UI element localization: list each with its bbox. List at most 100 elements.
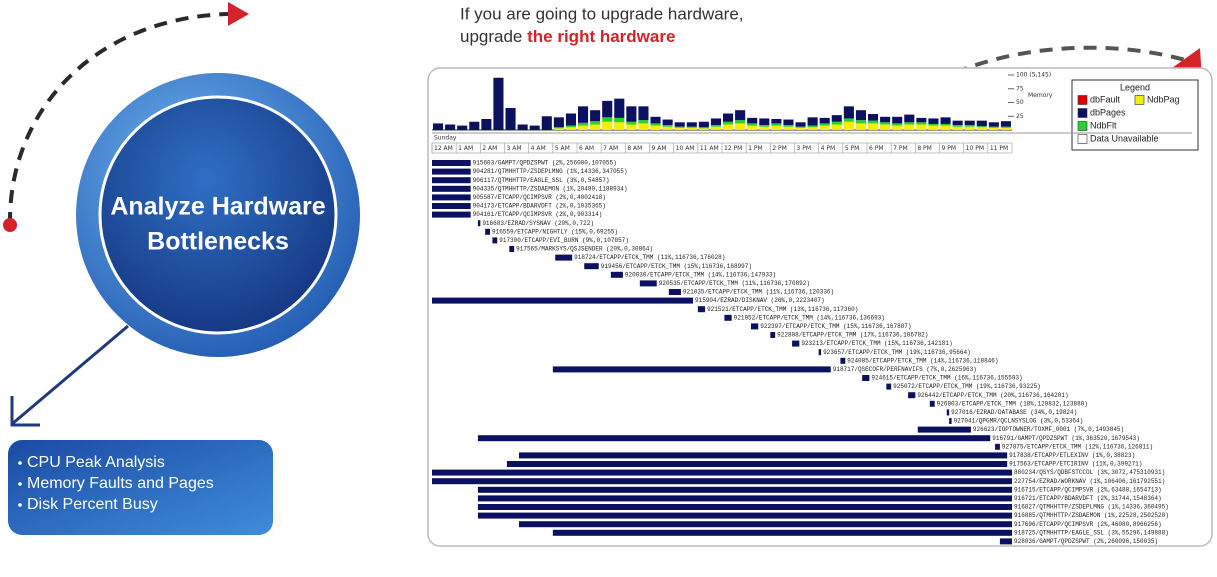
memory-bar bbox=[952, 126, 963, 130]
hour-label: 3 PM bbox=[797, 145, 812, 152]
headline-emphasis: the right hardware bbox=[527, 27, 675, 46]
job-bar bbox=[506, 461, 1008, 467]
memory-bar bbox=[964, 120, 975, 126]
job-label: 921521/ETCAPP/ETCK_TMM (13%,116736,11736… bbox=[707, 306, 858, 313]
job-bar bbox=[792, 340, 800, 347]
job-label: 922808/ETCAPP/ETCK_TMM (17%,116736,10678… bbox=[777, 332, 928, 339]
hour-label: 11 AM bbox=[700, 145, 719, 152]
memory-bar bbox=[880, 122, 891, 125]
job-bar bbox=[668, 289, 681, 295]
memory-bar bbox=[590, 124, 601, 130]
job-bar bbox=[552, 529, 1012, 536]
legend-label: Data Unavailable bbox=[1090, 133, 1159, 143]
job-bar bbox=[432, 211, 471, 218]
headline-text: upgrade bbox=[460, 27, 527, 46]
job-label: 905587/ETCAPP/QCIMPSVR (2%,0,4002418) bbox=[473, 194, 606, 201]
memory-bar bbox=[626, 121, 637, 125]
circle-title: Bottlenecks bbox=[147, 228, 289, 256]
arrow-head bbox=[228, 2, 249, 26]
memory-bar bbox=[674, 127, 685, 130]
job-label: 921035/ETCAPP/ETCK_TMM (11%,116736,12033… bbox=[683, 289, 834, 296]
memory-bar bbox=[553, 127, 564, 129]
legend-box bbox=[1071, 79, 1199, 151]
arrow-line bbox=[11, 324, 129, 426]
memory-bar bbox=[553, 128, 564, 130]
hour-label: 3 AM bbox=[507, 145, 522, 152]
job-bar bbox=[917, 426, 971, 433]
job-bar bbox=[770, 332, 776, 338]
legend-label: NdbPag bbox=[1147, 94, 1180, 104]
job-bar bbox=[477, 495, 1013, 502]
job-label: 916559/ETCAPP/NIGHTLY (15%,0,69255) bbox=[492, 228, 618, 235]
hour-label: 1 PM bbox=[748, 145, 763, 152]
job-label: 227754/EZRAD/WORKNAV (1%,106406,16179255… bbox=[1014, 478, 1165, 485]
job-label: 917565/MARKSYS/QSJSENDER (20%,0,30864) bbox=[516, 246, 653, 253]
memory-bar bbox=[904, 114, 915, 123]
job-label: 923213/ETCAPP/ETCK_TMM (15%,116736,14218… bbox=[801, 340, 952, 347]
circle-title: Analyze Hardware bbox=[110, 193, 325, 221]
job-bar bbox=[492, 237, 498, 244]
memory-bar bbox=[723, 113, 734, 122]
dashed-arc bbox=[868, 45, 1193, 142]
hour-label: 4 PM bbox=[821, 145, 836, 152]
memory-bar bbox=[831, 121, 842, 125]
job-label: 917696/ETCAPP/QCIMPSVR (2%,46080,8966256… bbox=[1014, 521, 1162, 528]
hour-label: 6 AM bbox=[579, 145, 594, 152]
memory-bar bbox=[493, 77, 504, 130]
memory-bar bbox=[747, 125, 758, 130]
legend-label: dbFault bbox=[1090, 94, 1121, 104]
memory-bar bbox=[831, 124, 842, 130]
legend-swatch bbox=[1077, 95, 1088, 105]
memory-bar bbox=[626, 106, 637, 122]
job-bar bbox=[995, 443, 1000, 450]
job-label: 917563/ETCAPP/ETCIRINV (11%,0,399271) bbox=[1009, 461, 1142, 468]
memory-bar bbox=[855, 123, 866, 130]
memory-bar bbox=[614, 122, 625, 130]
job-bar bbox=[477, 512, 1013, 519]
job-bar bbox=[610, 271, 623, 278]
job-bar bbox=[432, 168, 471, 175]
job-label: 880234/QSYS/QDBFSTCCOL (3%,3072,47531093… bbox=[1014, 469, 1165, 476]
job-bar bbox=[477, 435, 991, 442]
axis-label: Memory bbox=[1028, 92, 1053, 99]
memory-bar bbox=[445, 124, 456, 130]
hour-label: 8 PM bbox=[917, 145, 932, 152]
feature-item: Memory Faults and Pages bbox=[27, 475, 214, 492]
job-label: 918725/QTMHHTTP/EAGLE_SSL (3%,55296,1498… bbox=[1014, 529, 1169, 536]
memory-bar bbox=[988, 122, 999, 127]
memory-bar bbox=[988, 126, 999, 128]
report-panel bbox=[427, 67, 1213, 547]
job-label: 916715/ETCAPP/QCIMPSVR (2%,63488,1654713… bbox=[1014, 486, 1162, 493]
feature-item: Disk Percent Busy bbox=[27, 496, 158, 513]
memory-bar bbox=[928, 118, 939, 124]
memory-bar bbox=[916, 117, 927, 123]
memory-bar bbox=[686, 122, 697, 127]
memory-bar bbox=[759, 125, 770, 127]
job-label: 928036/GAMPT/QPDZSPWT (2%,260096,150035) bbox=[1014, 538, 1158, 545]
memory-bar bbox=[759, 118, 770, 126]
memory-bar bbox=[819, 123, 830, 126]
memory-bar bbox=[843, 106, 854, 119]
memory-bar bbox=[783, 119, 794, 126]
memory-bar bbox=[650, 125, 661, 130]
memory-bar bbox=[602, 117, 613, 122]
memory-bar bbox=[698, 128, 709, 130]
arrow-head bbox=[10, 396, 40, 427]
memory-bar bbox=[868, 120, 879, 124]
job-label: 916791/GAMPT/QPDZSPWT (1%,363520,1679543… bbox=[992, 435, 1140, 442]
memory-bar bbox=[517, 124, 528, 130]
feature-item: CPU Peak Analysis bbox=[27, 454, 165, 471]
job-bar bbox=[555, 254, 573, 261]
legend-title: Legend bbox=[1120, 82, 1150, 92]
job-label: 915904/EZRAD/DISKNAV (26%,0,2223407) bbox=[695, 297, 825, 304]
memory-bar bbox=[565, 127, 576, 130]
job-bar bbox=[432, 297, 693, 304]
hour-label: 11 PM bbox=[990, 145, 1008, 152]
job-bar bbox=[485, 228, 490, 235]
hour-label: 9 AM bbox=[652, 145, 667, 152]
memory-bar bbox=[771, 123, 782, 126]
legend-swatch bbox=[1134, 95, 1145, 105]
job-bar bbox=[862, 375, 870, 381]
hour-label: 12 AM bbox=[434, 145, 453, 152]
memory-bar bbox=[698, 121, 709, 128]
